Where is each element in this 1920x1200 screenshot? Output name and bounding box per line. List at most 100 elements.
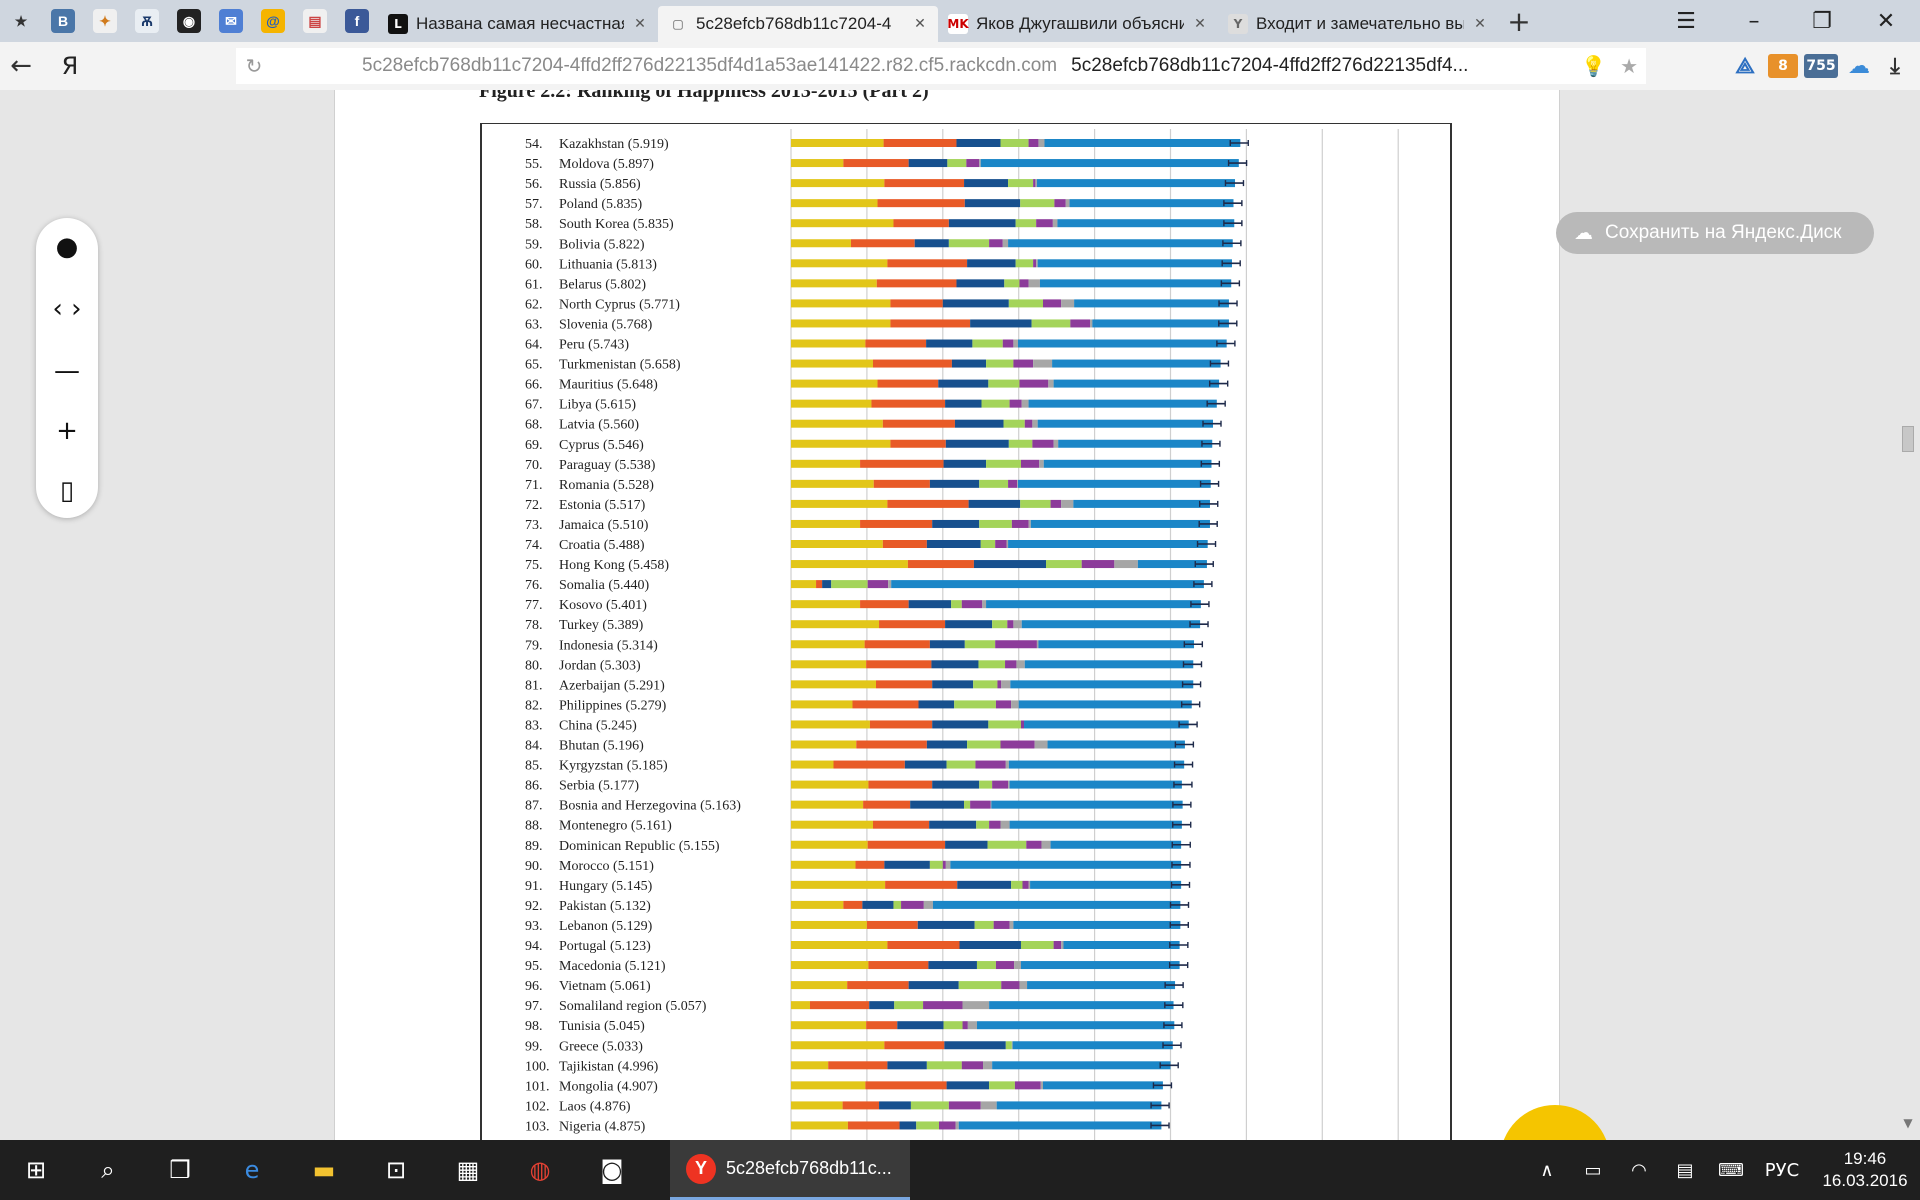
tab-close-icon[interactable]: ✕ xyxy=(1474,16,1486,32)
pointer-dot-icon[interactable]: ● xyxy=(55,232,79,262)
bar-segment-generosity xyxy=(1002,339,1014,348)
ext-badge-1[interactable]: 8 xyxy=(1768,54,1798,78)
rank-label: 97. xyxy=(525,999,543,1014)
scrollbar-thumb[interactable] xyxy=(1902,426,1914,452)
bar-segment-health xyxy=(959,941,1021,949)
browser-tab[interactable]: ▢ 5c28efcb768db11c7204-4 ✕ xyxy=(658,6,938,42)
windows-start-icon[interactable]: ⊞ xyxy=(25,1156,47,1184)
bar-segment-health xyxy=(929,640,965,649)
bar-segment-dystopia xyxy=(1053,379,1220,388)
camera-icon[interactable]: ◙ xyxy=(600,1156,624,1184)
country-row: 84. Bhutan (5.196) xyxy=(525,739,1195,754)
restore-button[interactable]: ❐ xyxy=(1812,8,1832,34)
minimize-button[interactable]: – xyxy=(1748,8,1760,34)
cloud-icon[interactable]: ☁ xyxy=(1848,53,1870,79)
fit-page-icon[interactable]: ▯ xyxy=(59,476,75,506)
rank-label: 80. xyxy=(525,658,543,673)
vinyl-icon[interactable]: ◉ xyxy=(168,0,210,42)
close-window-button[interactable]: ✕ xyxy=(1876,8,1896,34)
rank-label: 82. xyxy=(525,698,543,713)
country-row: 67. Libya (5.615) xyxy=(525,398,1226,413)
browser-tab[interactable]: Y Входит и замечательно выхс ✕ xyxy=(1218,6,1498,42)
pdf-page: Figure 2.2: Ranking of Happiness 2013-20… xyxy=(334,90,1560,1140)
yandex-logo[interactable]: Я xyxy=(61,52,79,80)
country-label: Macedonia (5.121) xyxy=(559,959,666,974)
bookmarks-icon[interactable]: ★ xyxy=(0,0,42,42)
mailru-icon[interactable]: @ xyxy=(252,0,294,42)
store-icon[interactable]: ⊡ xyxy=(385,1156,407,1184)
clock[interactable]: 19:46 16.03.2016 xyxy=(1810,1148,1920,1192)
facebook-icon[interactable]: f xyxy=(336,0,378,42)
bar-segment-gdp xyxy=(791,459,861,468)
page-nav-icon[interactable]: ‹ › xyxy=(52,294,82,324)
country-row: 61. Belarus (5.802) xyxy=(525,277,1241,292)
bar-segment-social xyxy=(884,179,965,188)
lightbulb-icon[interactable]: 💡 xyxy=(1581,54,1607,78)
browser-tab[interactable]: MK Яков Джугашвили объяснил ✕ xyxy=(938,6,1218,42)
tab-menu-button[interactable]: ☰ xyxy=(1676,8,1696,34)
tray-expand-icon[interactable]: ∧ xyxy=(1540,1159,1554,1181)
rank-label: 71. xyxy=(525,478,543,493)
rank-label: 77. xyxy=(525,598,543,613)
mail-icon[interactable]: ✉ xyxy=(210,0,252,42)
bar-segment-generosity xyxy=(995,961,1015,970)
reload-icon[interactable]: ↻ xyxy=(245,54,263,78)
new-tab-button[interactable]: + xyxy=(1507,4,1531,38)
edge-icon[interactable]: e xyxy=(244,1156,260,1184)
country-row: 77. Kosovo (5.401) xyxy=(525,598,1210,613)
calculator-icon[interactable]: ▦ xyxy=(456,1156,480,1184)
back-arrow-icon[interactable]: ← xyxy=(10,51,32,81)
bar-segment-generosity xyxy=(989,239,1003,248)
url-field[interactable]: ↻ 5c28efcb768db11c7204-4ffd2ff276d22135d… xyxy=(236,48,1646,84)
news-icon[interactable]: ▤ xyxy=(294,0,336,42)
browser-tab[interactable]: L Названа самая несчастная ст ✕ xyxy=(378,6,658,42)
bar-segment-dystopia xyxy=(1018,700,1192,709)
vk-icon-glyph: В xyxy=(51,9,75,33)
bar-segment-health xyxy=(887,1061,927,1070)
country-row: 72. Estonia (5.517) xyxy=(525,498,1219,513)
country-label: Hungary (5.145) xyxy=(559,879,653,894)
taskbar-window-title: 5c28efcb768db11c... xyxy=(726,1158,892,1178)
cyprus-icon[interactable]: ✦ xyxy=(84,0,126,42)
ext-triangle-icon[interactable]: ⟁ xyxy=(1735,53,1755,79)
bookmark-star-icon[interactable]: ★ xyxy=(1620,54,1638,78)
zoom-out-icon[interactable]: — xyxy=(54,356,80,386)
chrome-icon[interactable]: ◍ xyxy=(529,1156,551,1184)
battery-icon[interactable]: ▭ xyxy=(1584,1159,1602,1181)
notifications-icon[interactable]: ▤ xyxy=(1676,1159,1694,1181)
bar-segment-gdp xyxy=(791,880,886,889)
country-row: 90. Morocco (5.151) xyxy=(525,859,1191,874)
rank-label: 93. xyxy=(525,919,543,934)
bar-segment-generosity xyxy=(992,780,1009,789)
download-icon[interactable]: ⤓ xyxy=(1890,53,1900,79)
bar-segment-social xyxy=(883,139,957,147)
mailru-icon-glyph: @ xyxy=(261,9,285,33)
bar-segment-corruption xyxy=(1041,840,1051,849)
task-view-icon[interactable]: ❒ xyxy=(169,1156,191,1184)
zoom-in-icon[interactable]: + xyxy=(56,416,78,446)
taskbar-yandex-browser[interactable]: Y 5c28efcb768db11c... xyxy=(670,1140,910,1200)
tab-close-icon[interactable]: ✕ xyxy=(914,16,926,32)
vk-icon[interactable]: В xyxy=(42,0,84,42)
vital-icon[interactable]: Ѫ xyxy=(126,0,168,42)
bar-segment-corruption xyxy=(1006,540,1009,548)
tab-close-icon[interactable]: ✕ xyxy=(634,16,646,32)
scroll-down-arrow-icon[interactable]: ▼ xyxy=(1903,1116,1913,1130)
tab-close-icon[interactable]: ✕ xyxy=(1194,16,1206,32)
file-explorer-icon[interactable]: ▬ xyxy=(312,1156,336,1184)
bar-segment-freedom xyxy=(954,700,996,709)
save-to-yandex-disk-button[interactable]: ☁ Сохранить на Яндекс.Диск xyxy=(1556,212,1874,254)
bar-segment-freedom xyxy=(947,159,967,168)
search-icon[interactable]: ⌕ xyxy=(101,1156,115,1184)
rank-label: 55. xyxy=(525,157,543,172)
country-label: South Korea (5.835) xyxy=(559,217,674,232)
keyboard-icon[interactable]: ⌨ xyxy=(1718,1159,1744,1181)
bar-segment-social xyxy=(868,780,933,789)
rank-label: 76. xyxy=(525,578,543,593)
wifi-icon[interactable]: ◠ xyxy=(1631,1159,1647,1181)
country-row: 101. Mongolia (4.907) xyxy=(525,1079,1173,1094)
country-row: 80. Jordan (5.303) xyxy=(525,658,1203,673)
language-indicator[interactable]: РУС xyxy=(1764,1159,1800,1181)
ext-badge-2[interactable]: 755 xyxy=(1804,54,1838,78)
country-label: Jordan (5.303) xyxy=(559,658,641,673)
